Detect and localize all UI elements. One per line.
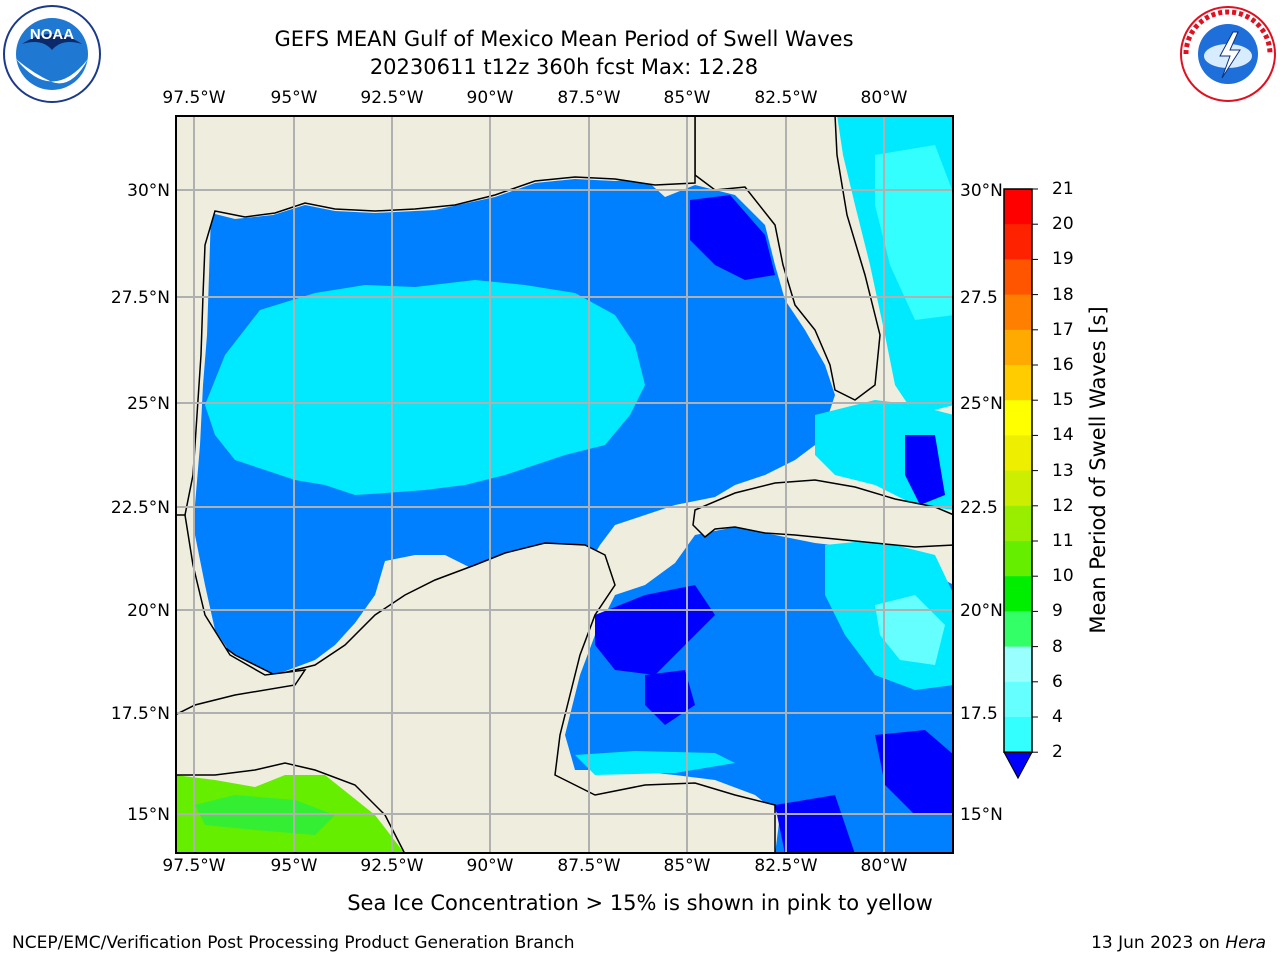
map-gridlines (175, 115, 954, 854)
lon-tick-label-top: 97.5°W (162, 88, 226, 108)
lat-tick-label-left: 30°N (127, 181, 170, 201)
lon-tick-label-bottom: 82.5°W (754, 856, 818, 876)
footer-credit: NCEP/EMC/Verification Post Processing Pr… (12, 933, 575, 953)
colorbar-segment (1004, 329, 1032, 366)
lon-tick-label-bottom: 95°W (270, 856, 318, 876)
lat-tick-label-left: 25°N (127, 394, 170, 414)
colorbar-segment (1004, 294, 1032, 331)
colorbar-label: 19 (1052, 249, 1074, 270)
colorbar-label: 4 (1052, 707, 1063, 727)
lat-tick-label-right: 20°N (960, 601, 1003, 621)
lon-tick-label-bottom: 87.5°W (557, 856, 621, 876)
caribbean-darkblue-region-4 (775, 795, 855, 854)
lon-tick-label-top: 85°W (663, 88, 711, 108)
lat-tick-label-left: 27.5°N (110, 288, 170, 308)
colorbar (1003, 188, 1038, 780)
cuba-landmass (692, 479, 954, 548)
colorbar-segment (1004, 576, 1032, 612)
us-coast-landmass (175, 115, 696, 527)
colorbar-label: 6 (1052, 671, 1063, 692)
bahamas-darkblue-region (905, 435, 945, 505)
lat-tick-label-right: 30°N (960, 181, 1003, 201)
colorbar-label: 12 (1052, 495, 1074, 516)
lon-tick-label-bottom: 92.5°W (360, 856, 424, 876)
footer-date: 13 Jun 2023 on Hera (1091, 933, 1266, 953)
lon-tick-label-top: 92.5°W (360, 88, 424, 108)
lon-tick-label-top: 80°W (860, 88, 908, 108)
caribbean-darkblue-region-3 (875, 730, 954, 815)
colorbar-title: Mean Period of Swell Waves [s] (1086, 306, 1110, 634)
colorbar-label: 14 (1052, 425, 1074, 446)
colorbar-segment (1004, 470, 1032, 507)
colorbar-label: 8 (1052, 636, 1063, 657)
colorbar-segment (1004, 365, 1032, 401)
honduras-coast-cyan-region (575, 751, 735, 775)
lon-tick-label-bottom: 97.5°W (162, 856, 226, 876)
map-frame (175, 115, 954, 854)
footer-host: Hera (1225, 933, 1266, 953)
lon-tick-label-top: 82.5°W (754, 88, 818, 108)
colorbar-segment (1004, 189, 1032, 225)
colorbar-segment (1004, 224, 1032, 260)
colorbar-segment (1004, 717, 1032, 753)
noaa-logo-icon: NOAA (3, 5, 101, 103)
colorbar-label: 15 (1052, 390, 1074, 411)
gulf-of-mexico-map (175, 115, 954, 854)
florida-landmass (694, 115, 881, 401)
colorbar-label: 17 (1052, 319, 1074, 340)
colorbar-segment (1004, 646, 1032, 683)
lat-tick-label-right: 15°N (960, 805, 1003, 825)
colorbar-label: 18 (1052, 284, 1074, 305)
colorbar-segment (1004, 681, 1032, 718)
lat-tick-label-left: 15°N (127, 805, 170, 825)
lon-tick-label-top: 87.5°W (557, 88, 621, 108)
caribbean-darkblue-region-2 (645, 670, 695, 725)
colorbar-segment (1004, 259, 1032, 296)
colorbar-label: 9 (1052, 601, 1063, 622)
colorbar-under-triangle (1003, 751, 1033, 780)
lon-tick-label-bottom: 80°W (860, 856, 908, 876)
colorbar-label: 16 (1052, 355, 1074, 375)
colorbar-segment (1004, 541, 1032, 577)
nws-logo-icon (1180, 6, 1276, 102)
sea-ice-note: Sea Ice Concentration > 15% is shown in … (347, 891, 933, 915)
lat-tick-label-right: 27.5 (960, 288, 998, 308)
lon-tick-label-bottom: 90°W (466, 856, 514, 876)
lat-tick-label-right: 25°N (960, 394, 1003, 414)
colorbar-label: 10 (1052, 566, 1074, 587)
colorbar-label: 11 (1052, 531, 1074, 551)
chart-subtitle: 20230611 t12z 360h fcst Max: 12.28 (369, 55, 759, 79)
colorbar-label: 21 (1052, 179, 1074, 199)
lat-tick-label-left: 20°N (127, 601, 170, 621)
lon-tick-label-top: 95°W (270, 88, 318, 108)
colorbar-segment (1004, 400, 1032, 436)
lat-tick-label-right: 17.5 (960, 704, 998, 724)
colorbar-label: 20 (1052, 214, 1074, 235)
colorbar-label: 13 (1052, 460, 1074, 481)
noaa-logo-text: NOAA (30, 26, 74, 43)
lat-tick-label-right: 22.5 (960, 498, 998, 518)
colorbar-segment (1004, 611, 1032, 648)
colorbar-segment (1004, 505, 1032, 542)
colorbar-label: 2 (1052, 742, 1063, 763)
mexico-landmass (175, 514, 307, 716)
caribbean-lightcyan-region (875, 595, 945, 665)
lon-tick-label-bottom: 85°W (663, 856, 711, 876)
lat-tick-label-left: 17.5°N (110, 704, 170, 724)
chart-title: GEFS MEAN Gulf of Mexico Mean Period of … (274, 27, 854, 51)
lon-tick-label-top: 90°W (466, 88, 514, 108)
atlantic-lightcyan-region (875, 145, 954, 320)
central-gulf-cyan-region (205, 280, 645, 495)
lat-tick-label-left: 22.5°N (110, 498, 170, 518)
footer-date-text: 13 Jun 2023 on (1091, 933, 1220, 953)
caribbean-darkblue-region (595, 585, 715, 675)
east-gulf-darkblue-region (690, 195, 775, 280)
colorbar-segment (1004, 435, 1032, 472)
